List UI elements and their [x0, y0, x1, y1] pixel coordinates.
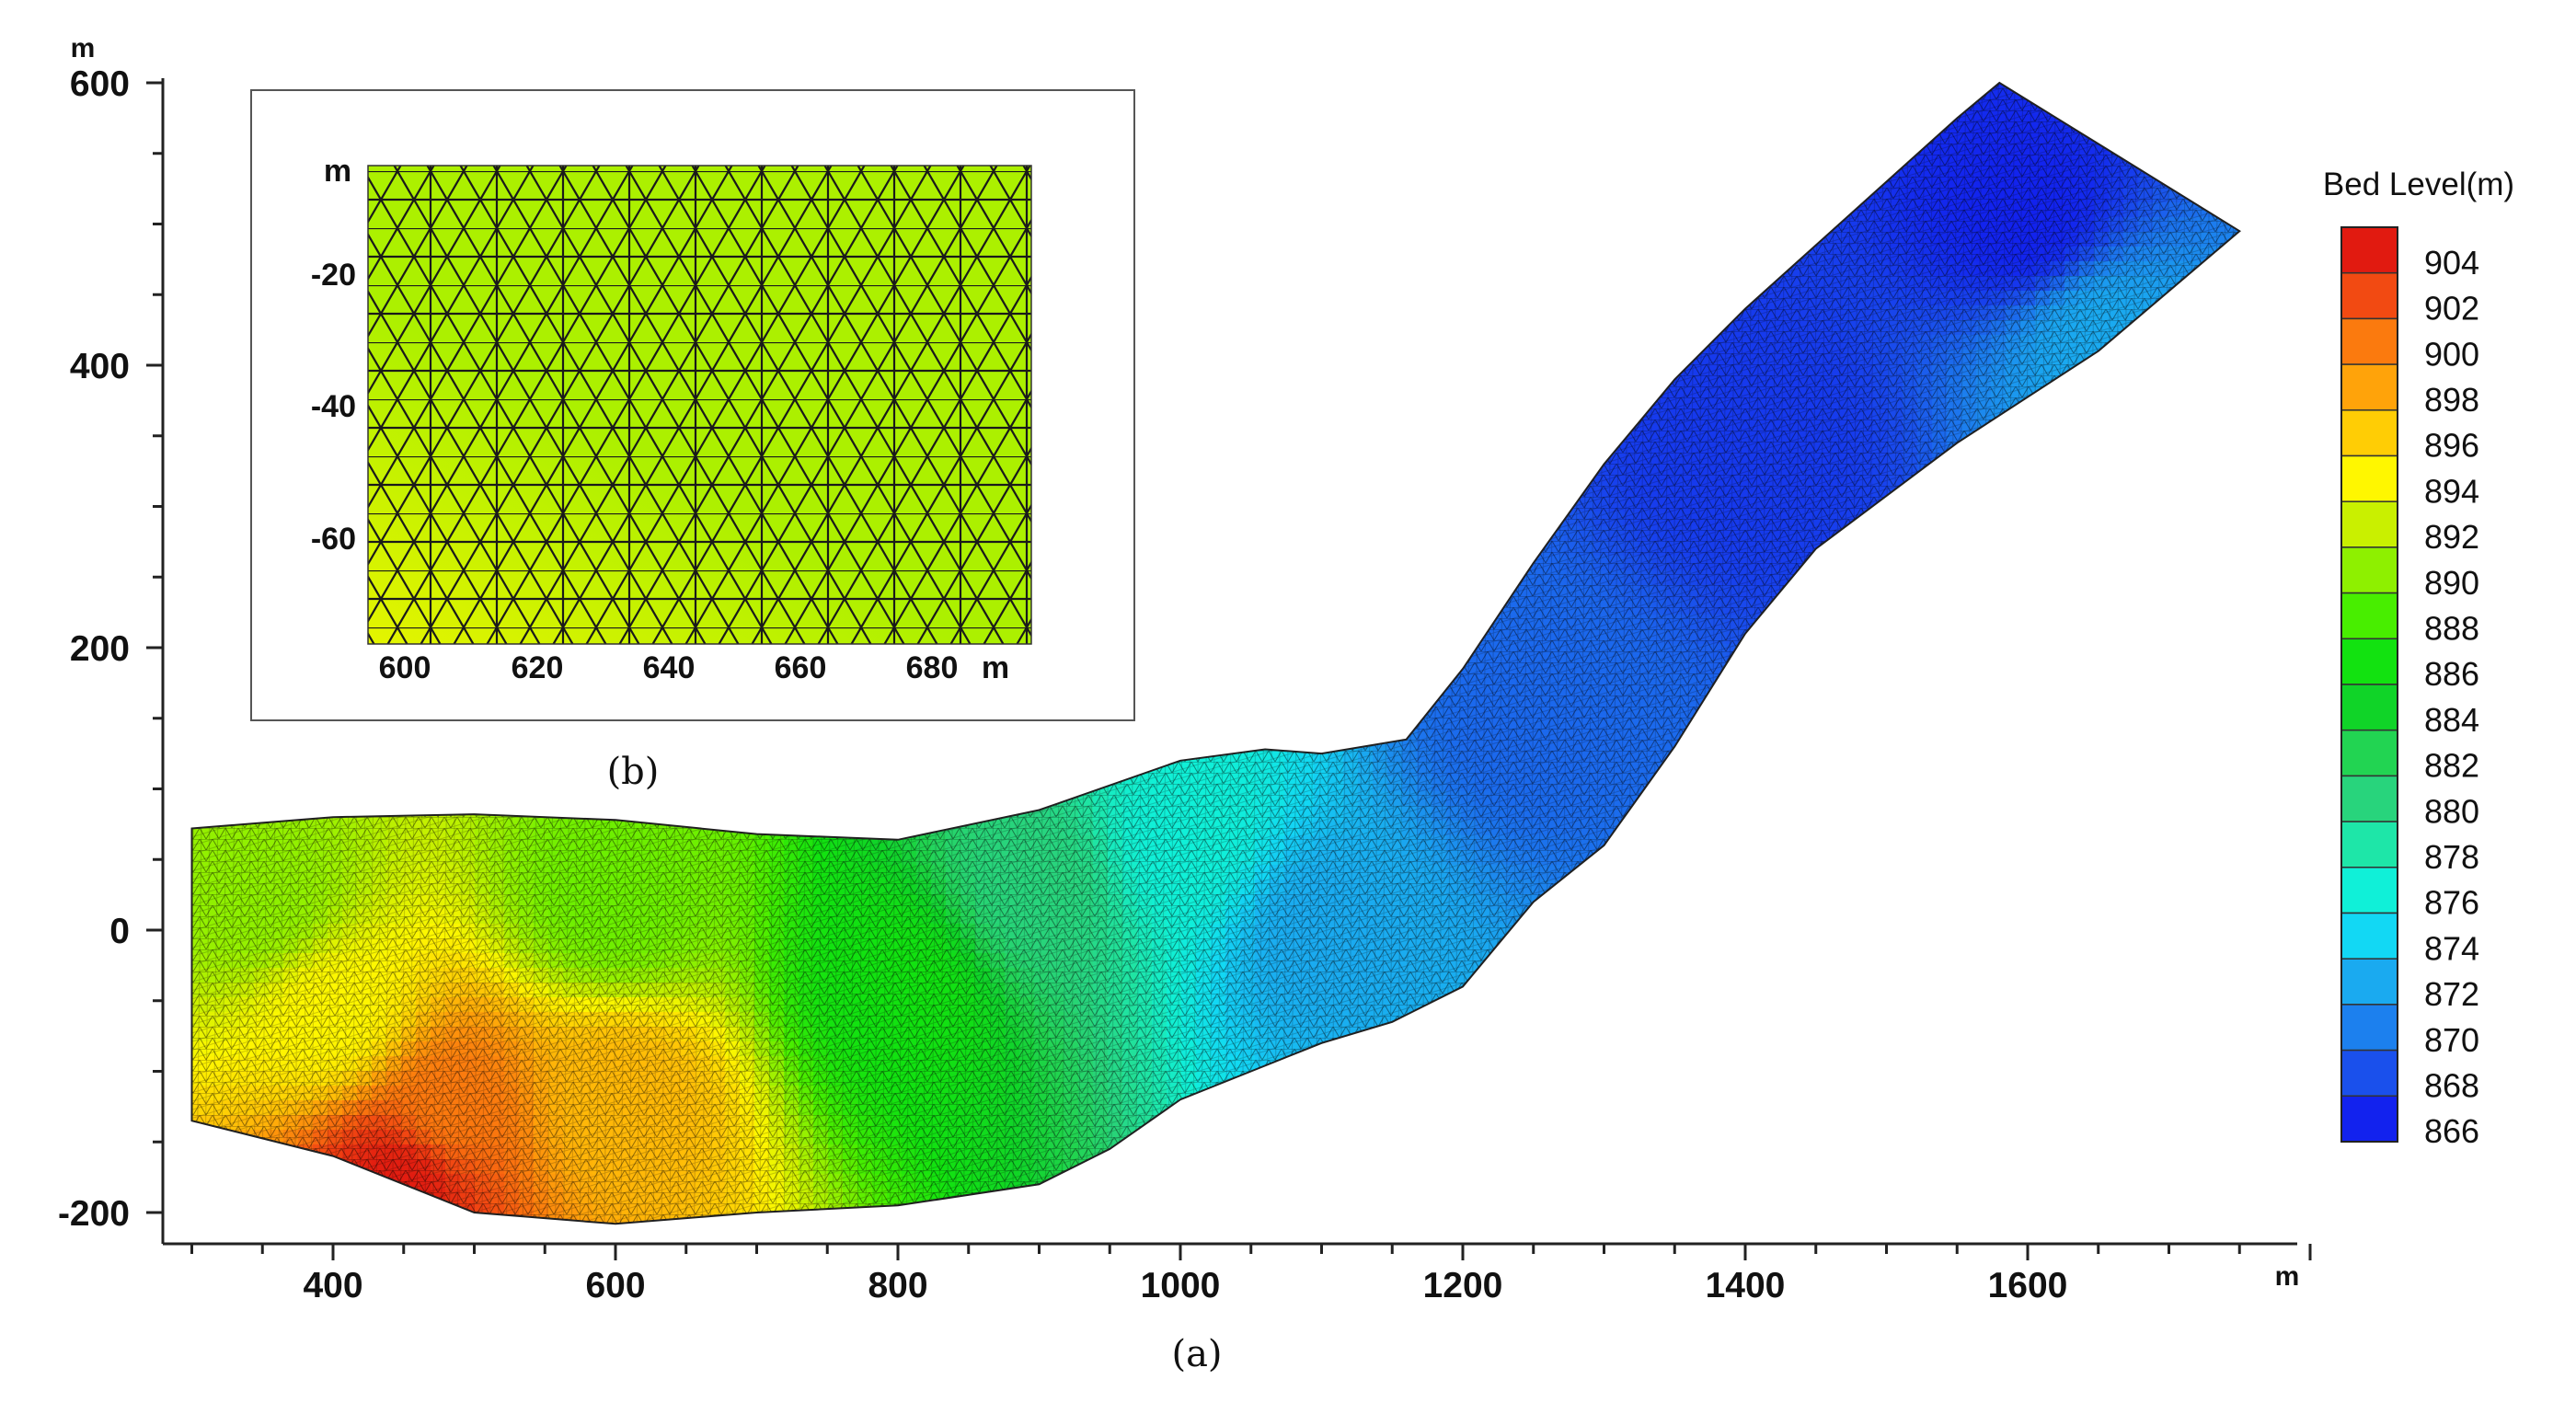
legend-swatch: [2340, 500, 2398, 548]
inset-y-unit: m: [324, 154, 351, 189]
legend-level-label: 894: [2424, 472, 2479, 510]
inset-x-unit: m: [982, 650, 1009, 685]
legend-level-label: 876: [2424, 884, 2479, 922]
legend-swatch: [2340, 454, 2398, 502]
legend-swatch: [2340, 363, 2398, 411]
x-axis-unit: m: [2275, 1261, 2300, 1292]
legend-level-label: 880: [2424, 792, 2479, 830]
x-tick-label: 600: [585, 1266, 645, 1305]
x-tick-label: 1400: [1706, 1266, 1786, 1305]
inset-x-tick-label: 640: [643, 650, 696, 685]
y-tick-label: 200: [70, 629, 130, 669]
legend-swatch: [2340, 1004, 2398, 1052]
legend-level-label: 902: [2424, 290, 2479, 328]
legend-swatch: [2340, 1049, 2398, 1098]
y-tick-label: -200: [58, 1194, 130, 1234]
inset-y-tick-label: -40: [311, 389, 356, 424]
y-tick-label: 600: [70, 64, 130, 104]
x-tick-label: 400: [303, 1266, 362, 1305]
legend-swatch: [2340, 958, 2398, 1006]
panel-b-caption: (b): [607, 751, 660, 793]
legend-level-label: 882: [2424, 747, 2479, 785]
legend-level-label: 888: [2424, 609, 2479, 647]
inset-plot: 600 620 640 660 680 -20 -40 -60 m m (b): [250, 89, 1135, 793]
inset-y-tick-label: -60: [311, 522, 356, 557]
legend-swatch: [2340, 409, 2398, 457]
legend-swatch: [2340, 592, 2398, 640]
legend-swatch: [2340, 317, 2398, 365]
legend-swatch: [2340, 821, 2398, 868]
legend-title: Bed Level(m): [2323, 167, 2514, 202]
legend-level-label: 904: [2424, 244, 2479, 282]
bed-level-legend: Bed Level(m) 904 902 900 898 896 894 892 890 888…: [2323, 167, 2514, 1150]
x-tick-label: 1600: [1988, 1266, 2068, 1305]
legend-swatch: [2340, 867, 2398, 914]
inset-x-tick-label: 660: [775, 650, 827, 685]
legend-level-label: 884: [2424, 701, 2479, 739]
x-tick-label: 800: [868, 1266, 927, 1305]
inset-x-tick-label: 680: [906, 650, 959, 685]
legend-swatch: [2340, 546, 2398, 594]
legend-swatch: [2340, 775, 2398, 822]
legend-swatch: [2340, 684, 2398, 731]
legend-level-label: 890: [2424, 564, 2479, 602]
legend-level-label: 868: [2424, 1066, 2479, 1104]
x-tick-label: 1000: [1141, 1266, 1221, 1305]
legend-level-label: 898: [2424, 381, 2479, 419]
panel-a-caption: (a): [1171, 1333, 1222, 1375]
main-axes: 400 600 800 1000 1200 1400 1600 -200 0 200 400 600: [58, 64, 2312, 1305]
y-tick-label: 400: [70, 347, 130, 386]
x-tick-label: 1200: [1423, 1266, 1503, 1305]
legend-level-label: 896: [2424, 427, 2479, 465]
y-axis-unit: m: [71, 33, 96, 63]
inset-mesh-field: [368, 166, 1031, 644]
inset-x-tick-label: 600: [379, 650, 431, 685]
legend-swatch: [2340, 271, 2398, 320]
legend-level-label: 886: [2424, 655, 2479, 693]
legend-level-label: 870: [2424, 1021, 2479, 1059]
inset-axes: 600 620 640 660 680 -20 -40 -60: [311, 258, 959, 685]
legend-level-label: 874: [2424, 929, 2479, 967]
legend-level-label: 900: [2424, 335, 2479, 373]
legend-level-label: 878: [2424, 838, 2479, 876]
legend-level-label: 892: [2424, 518, 2479, 556]
river-domain-outline: [190, 81, 2241, 1225]
inset-x-tick-label: 620: [512, 650, 564, 685]
legend-swatch: [2340, 729, 2398, 777]
inset-plot-border: [367, 165, 1032, 645]
legend-level-label: 872: [2424, 975, 2479, 1013]
legend-swatch: [2340, 226, 2398, 274]
y-tick-label: 0: [109, 912, 130, 951]
legend-swatch: [2340, 1095, 2398, 1143]
legend-swatch: [2340, 912, 2398, 960]
legend-swatch: [2340, 638, 2398, 685]
legend-level-label: 866: [2424, 1112, 2479, 1150]
inset-y-tick-label: -20: [311, 258, 356, 293]
